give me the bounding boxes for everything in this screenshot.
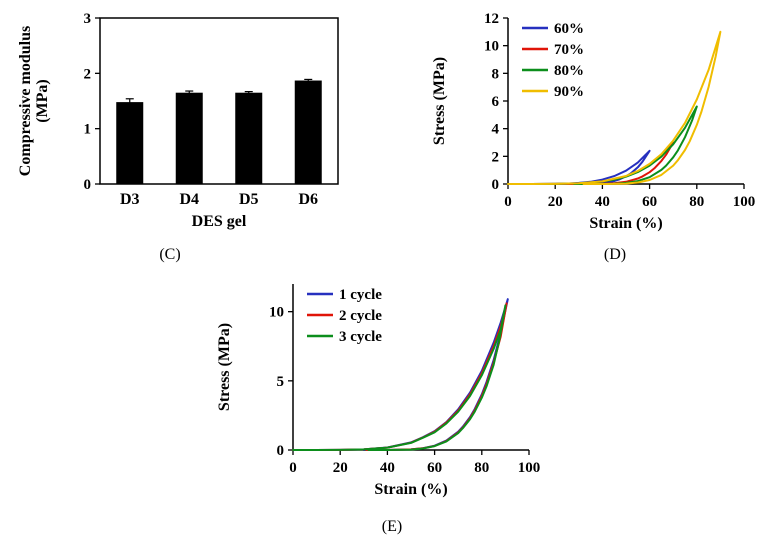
y-tick-label: 2: [84, 66, 92, 82]
bar-D6: [294, 80, 322, 184]
y-tick-label: 3: [84, 11, 92, 27]
legend: 60% 70% 80% 90%: [522, 21, 584, 100]
x-tick-label: D3: [120, 191, 140, 208]
x-tick-label: 0: [289, 460, 297, 476]
legend-label-90%: 90%: [554, 84, 584, 100]
x-tick-label: 20: [548, 194, 563, 210]
series-line-2 cycle: [292, 302, 508, 451]
y-tick-label: 0: [492, 177, 500, 193]
x-tick-label: D4: [179, 191, 199, 208]
y-tick-label: 6: [492, 94, 500, 110]
line-chart-body: 0 2 4 6 8 10 12 0 20 40 60 80 100 Strain (%) Stress (M…: [431, 11, 755, 232]
plot-frame: [99, 17, 339, 185]
legend-label-1 cycle: 1 cycle: [339, 287, 382, 303]
legend-label-3 cycle: 3 cycle: [339, 329, 382, 345]
x-tick-label: 40: [380, 460, 395, 476]
series-line-3 cycle: [292, 304, 507, 451]
x-axis-title: Strain (%): [589, 215, 662, 232]
x-tick-label: 80: [689, 194, 704, 210]
y-tick-label: 12: [484, 11, 499, 27]
y-axis-title: Stress (MPa): [216, 323, 233, 411]
series-line-1 cycle: [292, 298, 509, 451]
y-tick-label: 2: [492, 149, 500, 165]
bar-D3: [116, 102, 144, 184]
x-tick-label: 0: [504, 194, 512, 210]
x-tick-label: 20: [333, 460, 348, 476]
line-chart-stress-strain-by-strain-level: 0 2 4 6 8 10 12 0 20 40 60 80 100 Strain (%) Stress (M…: [431, 11, 755, 232]
y-tick-label: 4: [492, 122, 500, 138]
legend-label-80%: 80%: [554, 63, 584, 79]
y-tick-label: 10: [269, 305, 284, 321]
caption-panel-e: (E): [381, 518, 403, 535]
legend-label-2 cycle: 2 cycle: [339, 308, 382, 324]
bar-D4: [175, 92, 203, 184]
x-axis-title: DES gel: [192, 213, 247, 230]
y-tick-label: 0: [277, 443, 285, 459]
bar-D5: [235, 92, 263, 184]
bar-chart-compressive-modulus: 0 1 2 3 D3 D4 D5 D6 DES gel Compressive modulus(M…: [17, 11, 339, 230]
legend: 1 cycle 2 cycle 3 cycle: [307, 287, 382, 345]
y-axis-title: Compressive modulus(MPa): [17, 26, 51, 176]
series-line-60%: [507, 149, 651, 185]
y-tick-label: 8: [492, 66, 500, 82]
x-tick-label: 100: [518, 460, 541, 476]
series-line-90%: [507, 30, 722, 185]
y-tick-label: 0: [84, 177, 92, 193]
x-tick-label: 80: [474, 460, 489, 476]
y-axis-title: Stress (MPa): [431, 57, 448, 145]
x-tick-label: D6: [298, 191, 318, 208]
x-tick-label: 60: [642, 194, 657, 210]
caption-panel-c: (C): [159, 246, 181, 263]
bar-chart-body: 0 1 2 3 D3 D4 D5 D6 DES gel Compressive modulus(M…: [17, 11, 339, 230]
x-tick-label: D5: [239, 191, 259, 208]
x-tick-label: 40: [595, 194, 610, 210]
y-tick-label: 10: [484, 39, 499, 55]
caption-panel-d: (D): [603, 246, 627, 263]
x-tick-label: 60: [427, 460, 442, 476]
x-tick-label: 100: [733, 194, 756, 210]
legend-label-60%: 60%: [554, 21, 584, 37]
y-tick-label: 1: [84, 122, 92, 138]
legend-label-70%: 70%: [554, 42, 584, 58]
y-tick-label: 5: [277, 374, 285, 390]
x-axis-title: Strain (%): [374, 481, 447, 498]
